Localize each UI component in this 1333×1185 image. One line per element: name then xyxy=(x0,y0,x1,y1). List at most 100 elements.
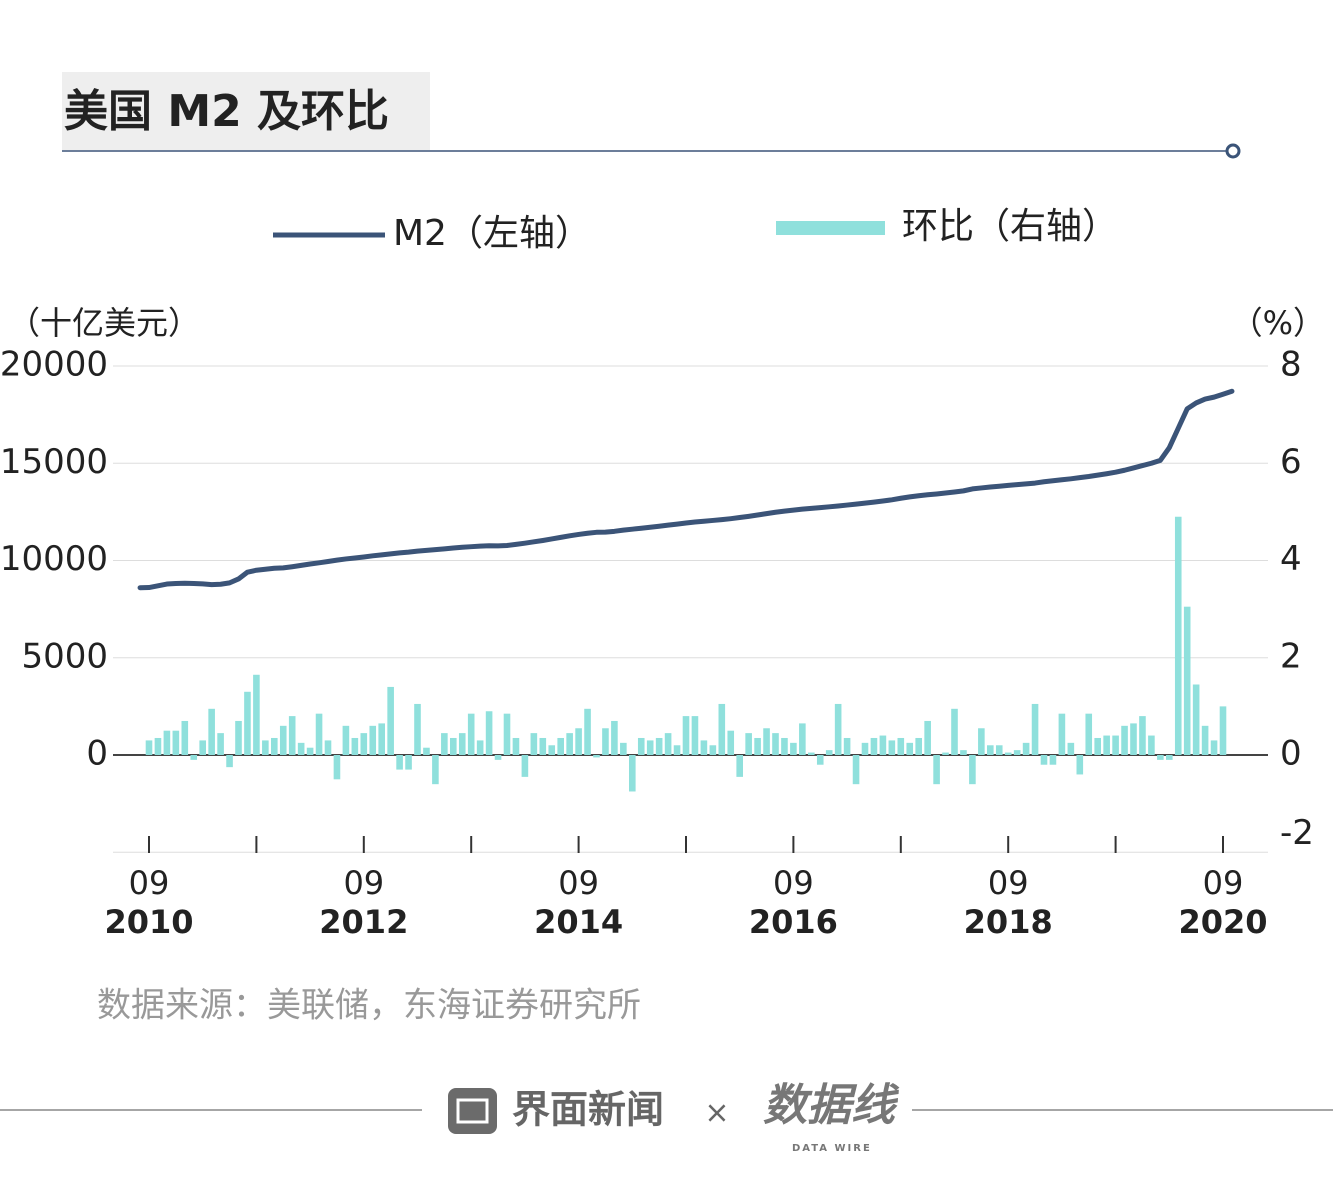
bar xyxy=(405,755,412,770)
bar xyxy=(530,733,538,755)
bar xyxy=(852,755,860,785)
bar xyxy=(154,737,162,755)
bar xyxy=(1174,516,1182,755)
bar xyxy=(226,755,233,768)
bar xyxy=(199,740,206,755)
bar xyxy=(539,737,547,755)
bar xyxy=(351,737,359,755)
bar xyxy=(181,720,189,755)
x-tick-label: 09 xyxy=(343,864,384,902)
bar xyxy=(816,755,824,765)
y-tick-label: 20000 xyxy=(0,345,108,385)
bar xyxy=(1219,706,1227,755)
bar xyxy=(306,747,314,755)
y-tick-label: 5000 xyxy=(21,636,108,676)
bar xyxy=(772,733,779,755)
bar xyxy=(879,735,887,755)
bar xyxy=(1166,755,1173,760)
bar xyxy=(360,733,368,755)
bar xyxy=(450,737,457,755)
y2-axis-label: （%） xyxy=(1231,304,1325,342)
bar xyxy=(924,720,931,755)
y2-tick-label: 8 xyxy=(1280,345,1302,385)
bar xyxy=(987,745,994,755)
bar xyxy=(870,737,878,755)
bar xyxy=(467,713,475,755)
bar xyxy=(834,703,842,755)
bar xyxy=(664,733,672,755)
bar xyxy=(593,755,600,758)
bar xyxy=(637,737,645,755)
chart-title: 美国 M2 及环比 xyxy=(64,86,389,137)
y-axis-label: （十亿美元） xyxy=(8,304,200,342)
y-tick-label: 0 xyxy=(86,734,108,774)
bar xyxy=(1013,750,1021,755)
bar xyxy=(808,752,815,755)
y-tick-label: 10000 xyxy=(0,539,108,579)
bar xyxy=(673,745,681,755)
y2-tick-label: -2 xyxy=(1280,813,1314,853)
bar xyxy=(1192,684,1200,755)
source-note: 数据来源：美联储，东海证券研究所 xyxy=(97,986,641,1026)
bar xyxy=(1076,755,1084,775)
bar xyxy=(754,737,761,755)
bar xyxy=(888,740,896,755)
bar xyxy=(279,725,287,755)
bar xyxy=(897,737,905,755)
bar xyxy=(315,713,323,755)
bar xyxy=(566,733,573,755)
bar xyxy=(1183,606,1191,755)
bar xyxy=(951,708,958,755)
bar xyxy=(691,716,699,755)
bar xyxy=(1130,723,1137,755)
bar xyxy=(584,708,591,755)
legend-swatch xyxy=(776,221,885,235)
bar xyxy=(333,755,341,780)
x-tick-label: 2014 xyxy=(534,903,623,941)
legend-label: M2（左轴） xyxy=(393,213,591,254)
y2-tick-label: 0 xyxy=(1280,734,1302,774)
bar xyxy=(217,733,224,755)
bar xyxy=(235,720,242,755)
bar xyxy=(763,728,770,755)
x-tick-label: 09 xyxy=(558,864,599,902)
bar xyxy=(262,740,269,755)
bar xyxy=(861,742,869,755)
x-tick-label: 2012 xyxy=(319,903,408,941)
bar xyxy=(342,725,350,755)
footer-partner: 数据线 xyxy=(763,1080,900,1131)
bar xyxy=(736,755,743,777)
bar xyxy=(458,733,466,755)
bar xyxy=(1201,725,1209,755)
bar xyxy=(324,740,332,755)
bar xyxy=(288,716,296,755)
bar xyxy=(960,750,967,755)
bar xyxy=(611,720,618,755)
title-box xyxy=(62,72,430,150)
bar xyxy=(190,755,198,760)
bar xyxy=(1031,703,1039,755)
x-tick-label: 09 xyxy=(129,864,170,902)
bar xyxy=(1085,713,1093,755)
bar xyxy=(825,750,833,755)
bar xyxy=(906,742,914,755)
bar xyxy=(387,686,394,755)
bar xyxy=(432,755,439,785)
bar xyxy=(995,745,1003,755)
bar xyxy=(718,703,726,755)
bar xyxy=(620,742,627,755)
bar xyxy=(1049,755,1057,765)
y2-tick-label: 2 xyxy=(1280,636,1302,676)
bar xyxy=(208,708,215,755)
bar xyxy=(1094,737,1101,755)
bar xyxy=(682,716,690,755)
bar xyxy=(485,711,493,755)
bar xyxy=(727,730,735,755)
bar xyxy=(1022,742,1030,755)
bar xyxy=(548,745,556,755)
bar xyxy=(512,737,520,755)
bar xyxy=(629,755,636,792)
y-tick-label: 15000 xyxy=(0,442,108,482)
y2-tick-label: 6 xyxy=(1280,442,1302,482)
